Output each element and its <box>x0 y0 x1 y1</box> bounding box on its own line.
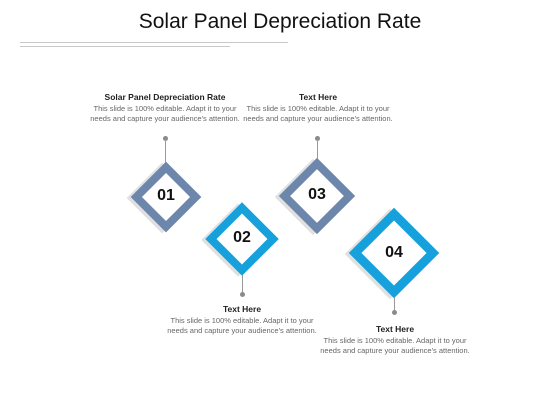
step-3-connector-dot <box>315 136 320 141</box>
step-1-connector-dot <box>163 136 168 141</box>
title-rule-top <box>20 42 288 43</box>
step-1-text-block: Solar Panel Depreciation Rate This slide… <box>90 92 240 123</box>
step-4-text-block: Text Here This slide is 100% editable. A… <box>320 324 470 355</box>
step-1-heading: Solar Panel Depreciation Rate <box>104 92 226 102</box>
step-3-connector <box>317 139 318 159</box>
step-4-description: This slide is 100% editable. Adapt it to… <box>320 336 470 355</box>
step-3-description: This slide is 100% editable. Adapt it to… <box>243 104 393 123</box>
step-1-number: 01 <box>157 187 175 204</box>
step-2-description: This slide is 100% editable. Adapt it to… <box>167 316 317 335</box>
slide-title: Solar Panel Depreciation Rate <box>138 10 422 33</box>
step-3-text-block: Text Here This slide is 100% editable. A… <box>243 92 393 123</box>
step-3-number: 03 <box>308 186 326 203</box>
step-4-connector-dot <box>392 310 397 315</box>
title-rule-bottom <box>20 46 230 47</box>
step-2-connector-dot <box>240 292 245 297</box>
step-4-heading: Text Here <box>375 324 415 334</box>
step-2-text-block: Text Here This slide is 100% editable. A… <box>167 304 317 335</box>
step-2-heading: Text Here <box>222 304 262 314</box>
step-1-description: This slide is 100% editable. Adapt it to… <box>90 104 240 123</box>
step-4-number: 04 <box>385 244 403 261</box>
step-1-connector <box>165 139 166 165</box>
step-3-heading: Text Here <box>298 92 338 102</box>
step-4-connector <box>394 297 395 311</box>
step-2-number: 02 <box>233 229 251 246</box>
step-2-connector <box>242 275 243 293</box>
